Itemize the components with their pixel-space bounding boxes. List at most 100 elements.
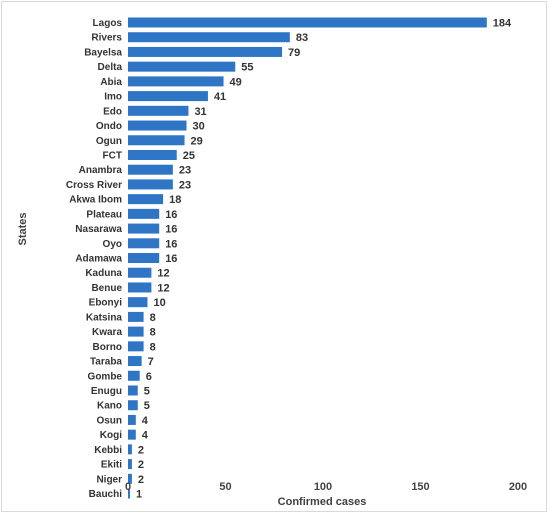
bar-lagos <box>128 17 487 28</box>
category-label-bayelsa: Bayelsa <box>84 47 122 58</box>
bar-kwara <box>128 326 144 337</box>
category-label-benue: Benue <box>91 283 122 294</box>
category-label-ebonyi: Ebonyi <box>89 298 123 309</box>
category-label-katsina: Katsina <box>86 312 123 323</box>
value-label-kebbi: 2 <box>138 444 144 456</box>
category-label-borno: Borno <box>93 342 122 353</box>
category-label-ekiti: Ekiti <box>101 460 122 471</box>
bar-osun <box>128 414 136 425</box>
value-label-bauchi: 1 <box>136 489 142 501</box>
category-label-ondo: Ondo <box>96 121 122 132</box>
category-label-kwara: Kwara <box>92 327 122 338</box>
bar-delta <box>128 61 236 72</box>
value-label-rivers: 83 <box>296 32 308 44</box>
bar-kaduna <box>128 267 152 278</box>
category-label-plateau: Plateau <box>86 209 122 220</box>
value-label-taraba: 7 <box>148 356 154 368</box>
category-label-kaduna: Kaduna <box>85 268 122 279</box>
value-label-kogi: 4 <box>142 430 149 442</box>
bar-edo <box>128 105 189 116</box>
value-label-cross-river: 23 <box>179 179 191 191</box>
category-label-delta: Delta <box>98 62 123 73</box>
value-label-katsina: 8 <box>150 312 156 324</box>
x-tick-label-200: 200 <box>509 481 527 493</box>
value-label-anambra: 23 <box>179 165 191 177</box>
category-label-osun: Osun <box>96 415 122 426</box>
value-label-adamawa: 16 <box>165 253 177 265</box>
bar-bayelsa <box>128 46 283 57</box>
bar-anambra <box>128 164 173 175</box>
bar-rivers <box>128 32 290 43</box>
category-label-kebbi: Kebbi <box>94 445 122 456</box>
category-label-anambra: Anambra <box>79 165 123 176</box>
bar-enugu <box>128 385 138 396</box>
value-label-ogun: 29 <box>191 135 203 147</box>
bar-ebonyi <box>128 297 148 308</box>
value-label-kaduna: 12 <box>157 268 169 280</box>
value-label-kano: 5 <box>144 400 150 412</box>
bar-kogi <box>128 429 136 440</box>
category-label-rivers: Rivers <box>91 33 122 44</box>
value-label-fct: 25 <box>183 150 195 162</box>
category-label-edo: Edo <box>103 106 122 117</box>
bar-niger <box>128 473 132 484</box>
category-label-abia: Abia <box>100 77 122 88</box>
value-label-niger: 2 <box>138 474 144 486</box>
category-label-oyo: Oyo <box>103 239 122 250</box>
bar-abia <box>128 76 224 87</box>
category-label-imo: Imo <box>104 92 122 103</box>
value-label-enugu: 5 <box>144 386 150 398</box>
x-axis-title: Confirmed cases <box>278 496 367 508</box>
bar-nasarawa <box>128 223 160 234</box>
category-label-fct: FCT <box>103 150 122 161</box>
value-label-benue: 12 <box>157 282 169 294</box>
category-label-enugu: Enugu <box>91 386 122 397</box>
x-tick-label-150: 150 <box>411 481 429 493</box>
x-tick-label-100: 100 <box>314 481 332 493</box>
value-labels-group: 1848379554941313029252323181616161612121… <box>136 18 512 501</box>
bar-kebbi <box>128 444 132 455</box>
value-label-oyo: 16 <box>165 238 177 250</box>
value-label-ekiti: 2 <box>138 459 144 471</box>
bar-kano <box>128 400 138 411</box>
bar-benue <box>128 282 152 293</box>
bar-oyo <box>128 238 160 249</box>
category-label-kogi: Kogi <box>100 430 122 441</box>
x-tick-label-0: 0 <box>125 481 131 493</box>
bar-akwa-ibom <box>128 194 164 205</box>
bar-adamawa <box>128 253 160 264</box>
value-label-delta: 55 <box>241 62 253 74</box>
category-label-niger: Niger <box>96 474 122 485</box>
y-axis-title: States <box>17 212 29 245</box>
category-label-lagos: Lagos <box>93 18 123 29</box>
bar-taraba <box>128 356 142 367</box>
value-label-lagos: 184 <box>493 18 512 30</box>
category-label-taraba: Taraba <box>90 357 122 368</box>
value-label-ondo: 30 <box>193 121 205 133</box>
category-label-ogun: Ogun <box>96 136 122 147</box>
bar-cross-river <box>128 179 173 190</box>
category-label-bauchi: Bauchi <box>89 489 123 500</box>
bar-borno <box>128 341 144 352</box>
value-label-abia: 49 <box>230 76 242 88</box>
bars-group <box>128 17 487 499</box>
category-labels-group: Lagos Rivers Bayelsa Delta Abia Imo Edo Ondo Ogu… <box>66 18 123 500</box>
value-label-nasarawa: 16 <box>165 224 177 236</box>
value-label-edo: 31 <box>194 106 206 118</box>
bar-bauchi <box>128 488 130 499</box>
bar-imo <box>128 91 208 102</box>
value-label-borno: 8 <box>150 341 156 353</box>
value-label-akwa-ibom: 18 <box>169 194 181 206</box>
value-label-kwara: 8 <box>150 327 156 339</box>
category-label-gombe: Gombe <box>88 371 123 382</box>
value-label-osun: 4 <box>142 415 149 427</box>
category-label-nasarawa: Nasarawa <box>75 224 122 235</box>
x-ticks-group: 0 50 100 150 200 <box>125 481 527 493</box>
value-label-ebonyi: 10 <box>154 297 166 309</box>
category-label-adamawa: Adamawa <box>75 254 122 265</box>
value-label-plateau: 16 <box>165 209 177 221</box>
category-label-kano: Kano <box>97 401 122 412</box>
bar-ogun <box>128 135 185 146</box>
